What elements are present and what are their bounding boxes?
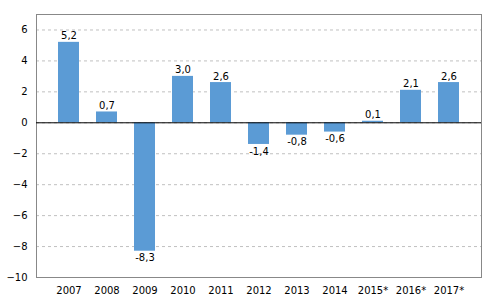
svg-text:2,6: 2,6 bbox=[441, 71, 457, 82]
svg-text:−4: −4 bbox=[13, 179, 28, 190]
svg-text:−6: −6 bbox=[13, 210, 28, 221]
svg-text:2013: 2013 bbox=[284, 285, 309, 296]
svg-text:0: 0 bbox=[21, 117, 27, 128]
svg-text:−2: −2 bbox=[13, 148, 28, 159]
svg-text:2015*: 2015* bbox=[358, 285, 388, 296]
svg-text:-0,8: -0,8 bbox=[287, 136, 307, 147]
svg-text:2016*: 2016* bbox=[396, 285, 426, 296]
svg-text:0,1: 0,1 bbox=[365, 109, 381, 120]
svg-text:−8: −8 bbox=[13, 241, 28, 252]
svg-text:3,0: 3,0 bbox=[175, 64, 191, 75]
svg-text:2014: 2014 bbox=[322, 285, 347, 296]
svg-text:5,2: 5,2 bbox=[61, 30, 77, 41]
svg-text:2011: 2011 bbox=[208, 285, 233, 296]
svg-text:2010: 2010 bbox=[170, 285, 195, 296]
svg-text:2007: 2007 bbox=[56, 285, 81, 296]
svg-text:2,1: 2,1 bbox=[403, 78, 419, 89]
svg-text:4: 4 bbox=[21, 55, 27, 66]
svg-text:2009: 2009 bbox=[132, 285, 157, 296]
svg-text:2012: 2012 bbox=[246, 285, 271, 296]
svg-text:6: 6 bbox=[21, 24, 27, 35]
svg-text:-8,3: -8,3 bbox=[135, 252, 155, 263]
svg-text:0,7: 0,7 bbox=[99, 100, 115, 111]
svg-text:2,6: 2,6 bbox=[213, 71, 229, 82]
svg-text:-0,6: -0,6 bbox=[325, 133, 345, 144]
svg-text:2: 2 bbox=[21, 86, 27, 97]
svg-text:−10: −10 bbox=[6, 272, 27, 283]
svg-text:2008: 2008 bbox=[94, 285, 119, 296]
svg-text:-1,4: -1,4 bbox=[249, 146, 269, 157]
svg-text:2017*: 2017* bbox=[434, 285, 464, 296]
